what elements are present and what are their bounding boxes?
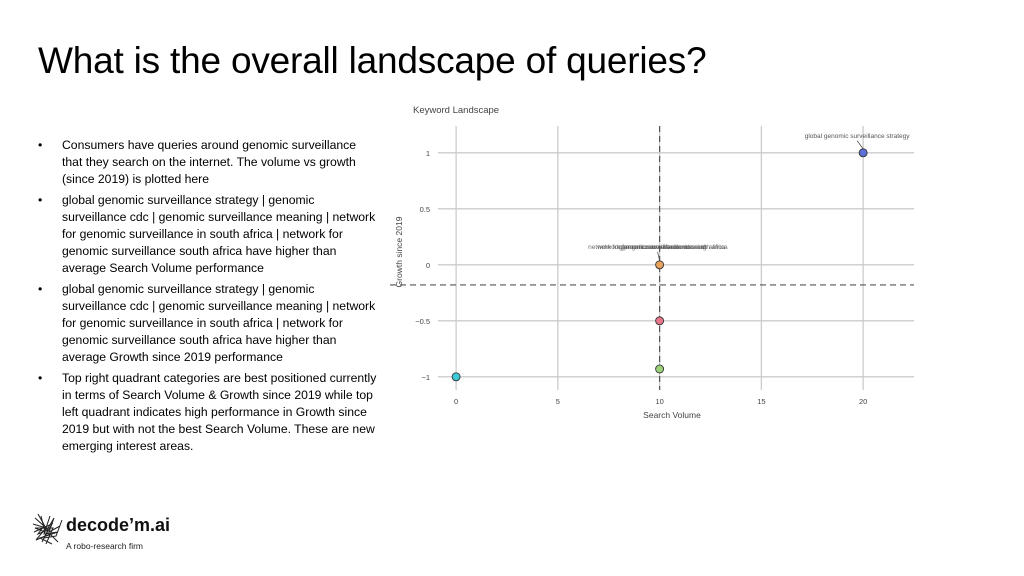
data-point: [655, 316, 665, 326]
chart-svg: Keyword Landscape 0 5 10 15 20 −1 −0.5 0 0.5 1 Sear…: [390, 105, 914, 420]
y-tick-label: 1: [426, 149, 430, 158]
x-axis-label: Search Volume: [643, 410, 701, 420]
point-label-leader: [856, 140, 864, 150]
overlapped-point-label: genomic surveillance cdc: [620, 244, 693, 251]
bullet-item: • global genomic surveillance strategy | …: [38, 281, 378, 367]
bullet-item: • global genomic surveillance strategy | …: [38, 192, 378, 278]
data-point: [451, 372, 461, 382]
y-axis-label: Growth since 2019: [394, 216, 404, 287]
y-tick-label: 0.5: [420, 205, 430, 214]
bullet-list: • Consumers have queries around genomic s…: [38, 137, 378, 459]
point-label: global genomic surveillance strategy: [805, 133, 911, 140]
bullet-item: • Top right quadrant categories are best …: [38, 370, 378, 456]
y-tick-label: 0: [426, 261, 430, 270]
bullet-marker: •: [38, 138, 43, 152]
data-point: [655, 260, 665, 270]
data-point: [655, 364, 665, 374]
company-logo: decode’m.ai A robo-research firm: [32, 512, 232, 556]
data-point: [858, 148, 868, 158]
x-tick-label: 5: [556, 397, 560, 406]
bullet-text: global genomic surveillance strategy | g…: [62, 192, 376, 276]
x-tick-label: 10: [655, 397, 663, 406]
bullet-text: global genomic surveillance strategy | g…: [62, 281, 376, 365]
x-tick-label: 20: [859, 397, 867, 406]
bullet-item: • Consumers have queries around genomic s…: [38, 137, 378, 189]
overlapped-point-label: genomic surveillance meaning: [619, 244, 707, 251]
x-tick-label: 0: [454, 397, 458, 406]
x-tick-label: 15: [757, 397, 765, 406]
overlapped-point-label: network for genomic surveillance south a…: [598, 244, 728, 251]
logo-tagline: A robo-research firm: [66, 541, 143, 551]
bullet-marker: •: [38, 281, 43, 296]
bullet-text: Top right quadrant categories are best p…: [62, 370, 377, 454]
chart-title: Keyword Landscape: [413, 105, 499, 116]
bullet-marker: •: [38, 192, 43, 207]
tangle-scribble-icon: [32, 513, 63, 545]
y-tick-label: −1: [421, 373, 430, 382]
point-label-leader: [657, 251, 661, 261]
keyword-landscape-chart: Keyword Landscape 0 5 10 15 20 −1 −0.5 0 0.5 1 Sear…: [388, 98, 924, 428]
overlapped-point-label: network for genomic surveillance in sout…: [588, 244, 725, 251]
slide-title: What is the overall landscape of queries…: [38, 40, 707, 81]
y-tick-label: −0.5: [415, 317, 430, 326]
bullet-text: Consumers have queries around genomic su…: [62, 138, 357, 187]
logo-name: decode’m.ai: [66, 515, 171, 535]
bullet-marker: •: [38, 370, 43, 385]
